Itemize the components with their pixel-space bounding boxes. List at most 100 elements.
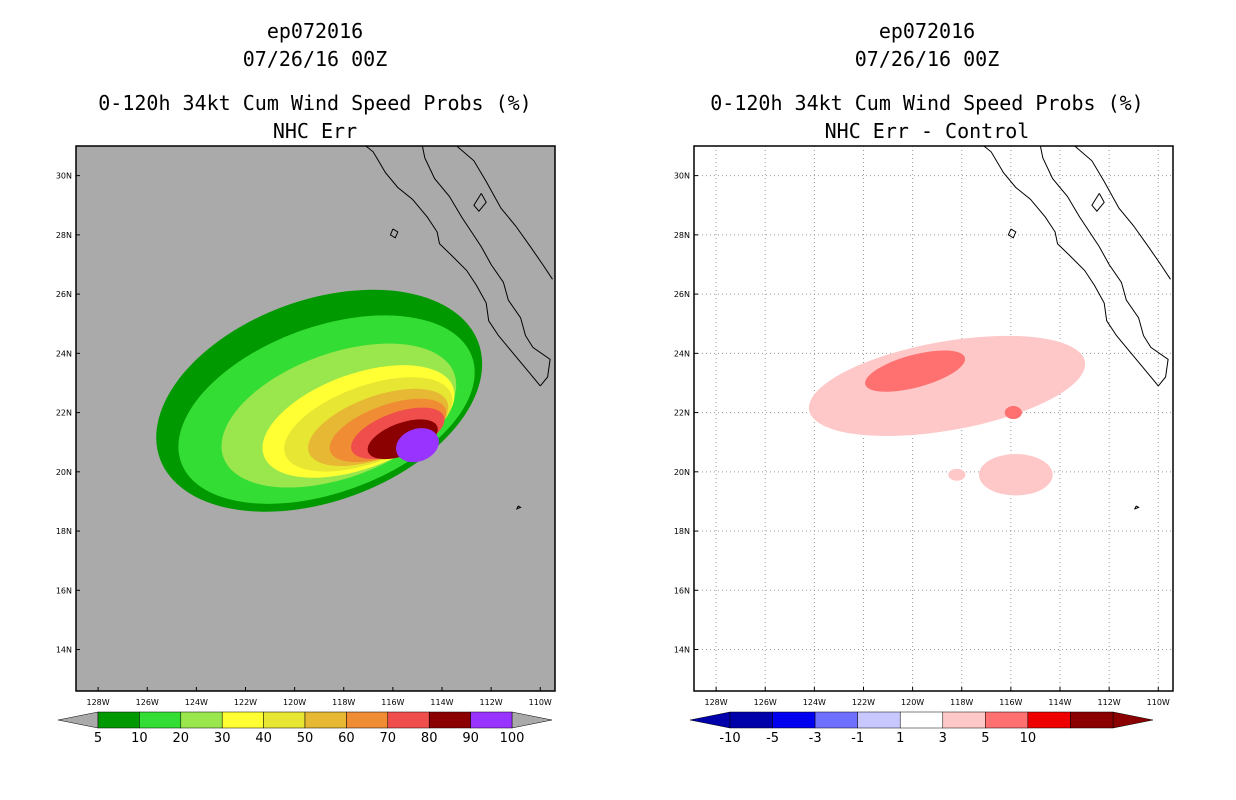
lat-tick-label: 14N [56,646,72,655]
lat-tick-label: 22N [56,409,72,418]
lon-tick-label: 128W [87,698,110,707]
lat-tick-label: 26N [56,290,72,299]
lon-tick-label: 112W [480,698,503,707]
contour-1 [948,468,966,481]
colorbar-swatch [387,711,430,729]
lat-tick-label: 30N [674,172,690,181]
lon-tick-label: 120W [901,698,924,707]
colorbar-left-arrow [57,711,99,729]
panel-title-field: 0-120h 34kt Cum Wind Speed Probs (%) [98,91,531,115]
colorbar-swatch [428,711,471,729]
lon-tick-label: 118W [950,698,973,707]
colorbar-swatch [470,711,513,729]
lon-tick-label: 126W [754,698,777,707]
colorbar-swatch [985,711,1029,729]
lat-tick-label: 16N [56,586,72,595]
colorbar-swatch [139,711,182,729]
contour-3 [865,350,966,392]
colorbar-label: -5 [766,731,779,746]
lon-tick-label: 124W [803,698,826,707]
panel-title-storm: ep072016 [879,19,975,43]
colorbar-swatch [97,711,140,729]
coastline [1039,146,1169,387]
lon-tick-label: 122W [234,698,257,707]
coastline [473,193,487,212]
coastline [1091,193,1105,212]
lat-tick-label: 14N [674,646,690,655]
contour-90 [395,428,439,463]
colorbar-label: 30 [214,731,231,746]
colorbar-label: 1 [896,731,904,746]
lat-tick-label: 24N [56,349,72,358]
lat-tick-label: 30N [56,172,72,181]
colorbar-swatch [180,711,223,729]
colorbar-label: 80 [421,731,438,746]
contour-3 [1004,406,1022,420]
colorbar-label: 20 [173,731,190,746]
plot-frame [693,145,1174,692]
colorbar-swatch [221,711,264,729]
plot-area [156,146,553,512]
colorbar-swatch [1070,711,1114,729]
colorbar-swatch [729,711,773,729]
lat-tick-label: 20N [674,468,690,477]
colorbar-label: 90 [462,731,479,746]
lon-tick-label: 128W [705,698,728,707]
coastline [1074,146,1171,280]
contour-1 [978,454,1053,496]
panel-title-date: 07/26/16 00Z [243,47,388,71]
colorbar-label: -1 [851,731,864,746]
lon-tick-label: 126W [136,698,159,707]
colorbar-label: 5 [981,731,989,746]
lat-tick-label: 18N [56,527,72,536]
colorbar-swatch [1027,711,1071,729]
panel-difference: ep072016 07/26/16 00Z 0-120h 34kt Cum Wi… [674,19,1174,746]
panel-title-run: NHC Err [273,119,357,143]
colorbar-label: 60 [338,731,355,746]
coastline [456,146,553,280]
colorbar-label: 10 [1020,731,1037,746]
colorbar-label: 50 [297,731,314,746]
colorbar-swatch [857,711,901,729]
lat-tick-label: 28N [674,231,690,240]
panel-title-storm: ep072016 [267,19,363,43]
colorbar-swatch [772,711,816,729]
lon-tick-label: 110W [1147,698,1170,707]
coastline [983,146,1159,387]
colorbar-right-arrow [511,711,553,729]
plot-area [694,146,1173,691]
lon-tick-label: 118W [332,698,355,707]
lon-tick-label: 114W [430,698,453,707]
colorbar-label: 40 [255,731,272,746]
lon-tick-label: 116W [999,698,1022,707]
lat-tick-label: 16N [674,586,690,595]
colorbar-swatch [814,711,858,729]
colorbar-label: -10 [719,731,740,746]
panel-title-field: 0-120h 34kt Cum Wind Speed Probs (%) [710,91,1143,115]
coastline [421,146,551,387]
coastline [389,228,399,239]
lon-tick-label: 120W [283,698,306,707]
plot-frame [75,145,556,692]
lon-tick-label: 124W [185,698,208,707]
lat-tick-label: 20N [56,468,72,477]
lon-tick-label: 114W [1048,698,1071,707]
colorbar-label: -3 [809,731,822,746]
colorbar-label: 70 [380,731,397,746]
colorbar-label: 100 [500,731,525,746]
lon-tick-label: 116W [381,698,404,707]
panel-title-date: 07/26/16 00Z [855,47,1000,71]
colorbar-label: 10 [131,731,148,746]
coastline [1007,228,1017,239]
colorbar-label: 5 [94,731,102,746]
lat-tick-label: 24N [674,349,690,358]
coastline [365,146,541,387]
panel-nhc-err: ep072016 07/26/16 00Z 0-120h 34kt Cum Wi… [56,19,556,746]
lat-tick-label: 26N [674,290,690,299]
colorbar-label: 3 [939,731,947,746]
lon-tick-label: 110W [529,698,552,707]
coastline [1133,505,1140,510]
colorbar-right-arrow [1112,711,1154,729]
colorbar-swatch [942,711,986,729]
